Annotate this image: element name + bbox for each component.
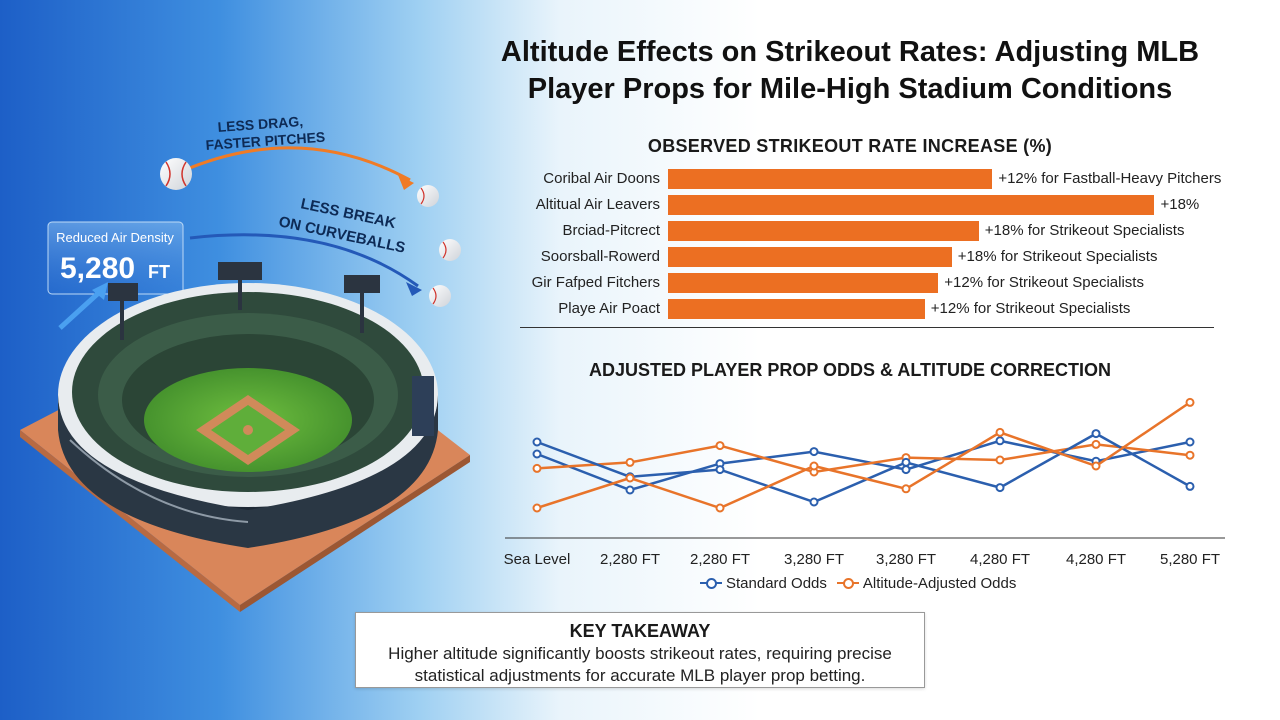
fastball-trajectory: LESS DRAG, FASTER PITCHES <box>179 113 414 190</box>
up-arrow-icon <box>58 286 106 330</box>
bar <box>668 273 939 293</box>
data-point <box>995 483 1005 493</box>
curveball-trajectory: LESS BREAK ON CURVEBALLS <box>189 195 422 296</box>
legend-marker-standard <box>700 577 722 589</box>
data-point <box>1185 437 1195 447</box>
x-tick-label: 3,280 FT <box>784 551 844 568</box>
data-point <box>1185 397 1195 407</box>
data-point <box>532 449 542 459</box>
data-point <box>715 441 725 451</box>
data-point <box>901 465 911 475</box>
baseball-icon <box>160 158 192 190</box>
legend-item-adjusted: Altitude-Adjusted Odds <box>836 574 1017 592</box>
bar-label: Gir Fafped Fitchers <box>531 274 660 291</box>
data-point <box>715 465 725 475</box>
x-tick-label: 5,280 FT <box>1160 551 1220 568</box>
bar-label: Soorsball-Rowerd <box>540 248 660 265</box>
bar <box>668 169 993 189</box>
data-point <box>995 436 1005 446</box>
data-point <box>532 463 542 473</box>
line-chart-legend: Standard Odds Altitude-Adjusted Odds <box>700 573 1060 593</box>
elevation-unit: FT <box>148 262 170 282</box>
x-tick-label: 4,280 FT <box>970 551 1030 568</box>
data-point <box>715 503 725 513</box>
bar-value-label: +12% for Strikeout Specialists <box>930 300 1131 317</box>
bar-value-label: +12% for Fastball-Heavy Pitchers <box>998 170 1222 187</box>
arrow-icon <box>398 175 414 190</box>
x-tick-label: 2,280 FT <box>600 551 660 568</box>
data-point <box>625 457 635 467</box>
x-tick-label: Sea Level <box>504 551 571 568</box>
x-tick-label: 2,280 FT <box>690 551 750 568</box>
takeaway-heading: KEY TAKEAWAY <box>569 621 711 641</box>
baseball-icon <box>439 239 461 261</box>
data-point <box>625 473 635 483</box>
data-point <box>901 457 911 467</box>
data-point <box>995 455 1005 465</box>
data-point <box>1185 481 1195 491</box>
bar <box>668 299 925 319</box>
x-tick-label: 4,280 FT <box>1066 551 1126 568</box>
series-line <box>536 439 1191 492</box>
divider <box>520 327 1214 328</box>
line-chart-title: ADJUSTED PLAYER PROP ODDS & ALTITUDE COR… <box>588 360 1112 380</box>
bar-value-label: +18% for Strikeout Specialists <box>957 248 1158 265</box>
data-point <box>901 484 911 494</box>
bar-value-label: +18% for Strikeout Specialists <box>984 222 1185 239</box>
page-title: Altitude Effects on Strikeout Rates: Adj… <box>500 36 1200 105</box>
bar <box>668 195 1155 215</box>
data-point <box>532 503 542 513</box>
legend-label-standard: Standard Odds <box>726 574 827 592</box>
data-point <box>532 437 542 447</box>
key-takeaway-box: KEY TAKEAWAY Higher altitude significant… <box>355 612 925 688</box>
takeaway-line-1: Higher altitude significantly boosts str… <box>388 644 892 663</box>
bar-label: Coribal Air Doons <box>543 170 660 187</box>
bar-value-label: +18% <box>1160 196 1200 213</box>
data-point <box>809 461 819 471</box>
callout-top-line1: LESS DRAG, <box>217 113 303 135</box>
baseball-icon <box>417 185 439 207</box>
series-line <box>536 401 1191 510</box>
bar-value-label: +12% for Strikeout Specialists <box>944 274 1144 291</box>
baseball-icon <box>429 285 451 307</box>
x-tick-label: 3,280 FT <box>876 551 936 568</box>
data-point <box>1091 429 1101 439</box>
data-point <box>625 485 635 495</box>
data-point <box>1185 450 1195 460</box>
density-label: Reduced Air Density <box>56 230 174 245</box>
bar <box>668 221 979 241</box>
bar-label: Playe Air Poact <box>558 300 660 317</box>
data-point <box>1091 461 1101 471</box>
series-line <box>536 443 1191 474</box>
bar <box>668 247 952 267</box>
bar-label: Altitual Air Leavers <box>535 196 660 213</box>
takeaway-line-2: statistical adjustments for accurate MLB… <box>414 666 866 685</box>
stadium <box>20 262 470 612</box>
bar-label: Brciad-Pitcrect <box>562 222 660 239</box>
legend-item-standard: Standard Odds <box>700 575 827 592</box>
legend-marker-adjusted <box>836 577 859 589</box>
up-arrow-head-icon <box>92 282 108 300</box>
legend-label-adjusted: Altitude-Adjusted Odds <box>862 574 1017 592</box>
bar-chart-title: OBSERVED STRIKEOUT RATE INCREASE (%) <box>647 136 1053 156</box>
stadium-illustration: Reduced Air Density 5,280 FT <box>20 113 470 612</box>
air-density-panel: Reduced Air Density 5,280 FT <box>47 221 184 330</box>
arrow-icon <box>406 282 422 296</box>
data-point <box>809 447 819 457</box>
series-line <box>536 432 1191 504</box>
elevation-value: 5,280 <box>60 252 135 285</box>
data-point <box>809 497 819 507</box>
data-point <box>1091 439 1101 449</box>
data-point <box>995 427 1005 437</box>
line-chart: Sea Level 2,280 FT 2,280 FT 3,280 FT 3,280 F… <box>504 397 1225 568</box>
